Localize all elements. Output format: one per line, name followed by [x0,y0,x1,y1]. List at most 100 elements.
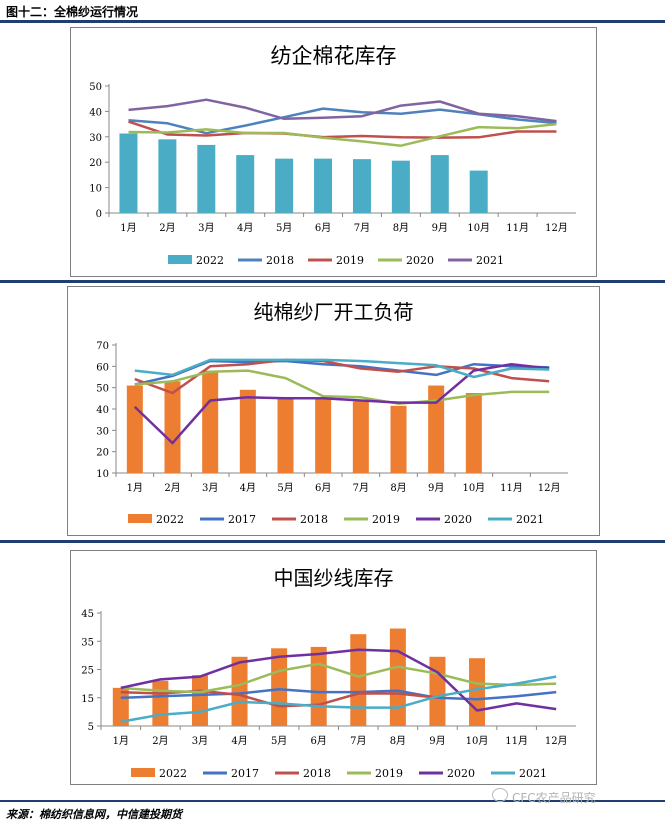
bar-2022 [164,381,181,473]
yarn-inventory-chart: 中国纱线库存 5 15 25 35 45 1月 2月 3月 4月 5月 6月 7月 8月 9月 10月 11月 1… [81,566,576,780]
bar-2022 [119,133,138,213]
y-tick-label: 40 [89,107,102,118]
y-tick-label: 30 [89,133,102,144]
x-tick-label: 11月 [505,735,528,747]
x-tick-label: 12月 [545,735,568,747]
x-tick-label: 12月 [538,482,561,494]
series-line-2019 [128,120,557,139]
bar-2022 [314,158,333,213]
bar-2022 [191,675,208,726]
x-tick-label: 4月 [237,222,253,234]
watermark-text: CFC农产品研究 [512,791,596,805]
bar-2022 [428,385,445,473]
cotton-inventory-chart: 纺企棉花库存 0 10 20 30 40 50 1月 2月 3月 4月 5月 6月 7月 8月 9月 10月 11… [89,44,576,267]
y-tick-label: 5 [88,722,94,733]
chart-title: 中国纱线库存 [274,566,394,590]
legend-label-2021: 2021 [519,767,547,780]
bar-2022 [126,385,143,473]
bar-2022 [202,370,219,473]
bar-2022 [469,170,488,213]
x-tick-label: 7月 [350,735,366,747]
chart-title: 纯棉纱厂开工负荷 [254,300,414,324]
x-tick-label: 11月 [506,222,529,234]
bar-2022 [231,656,248,726]
x-tick-label: 8月 [390,482,406,494]
x-tick-label: 8月 [393,222,409,234]
x-tick-label: 4月 [240,482,256,494]
x-tick-label: 5月 [276,222,292,234]
chart-title: 纺企棉花库存 [271,44,397,68]
legend-label-2018: 2018 [303,767,331,780]
y-tick-label: 40 [96,405,109,416]
bar-2022 [277,397,294,473]
bar-2022 [465,393,482,473]
y-tick-label: 50 [96,384,109,395]
legend-label-2021: 2021 [476,254,504,267]
bar-2022 [429,656,446,726]
x-tick-label: 10月 [466,735,489,747]
chart-panel-yarn-inventory: 中国纱线库存 5 15 25 35 45 1月 2月 3月 4月 5月 6月 7月 8月 9月 10月 11月 1… [70,550,597,785]
bar-2022 [390,405,407,473]
x-tick-label: 4月 [231,735,247,747]
bar-2022 [430,155,449,213]
legend-label-2020: 2020 [406,254,434,267]
x-tick-label: 3月 [192,735,208,747]
x-tick-label: 6月 [311,735,327,747]
bar-2022 [315,399,332,473]
bar-2022 [197,144,216,213]
x-tick-label: 2月 [152,735,168,747]
bar-2022 [310,646,327,726]
legend-label-2017: 2017 [231,767,259,780]
y-tick-label: 60 [96,362,109,373]
y-tick-label: 10 [96,469,109,480]
x-tick-label: 10月 [462,482,485,494]
mill-operating-rate-chart: 纯棉纱厂开工负荷 10 20 30 40 50 60 70 1月 2月 3月 4月 5月 6月 7月 8月 9月… [96,300,568,526]
series-line-2019 [120,662,557,694]
bottom-rule [0,800,665,802]
legend-label-2018: 2018 [266,254,294,267]
divider-rule-1 [0,280,665,283]
chart-panel-mill-operating-rate: 纯棉纱厂开工负荷 10 20 30 40 50 60 70 1月 2月 3月 4月 5月 6月 7月 8月 9月… [67,286,600,536]
bar-2022 [271,648,288,726]
series-line-2021 [120,675,557,724]
x-tick-label: 2月 [164,482,180,494]
legend-label-2017: 2017 [228,513,256,526]
legend-label-2022: 2022 [196,254,224,267]
x-tick-label: 8月 [390,735,406,747]
legend-label-2020: 2020 [444,513,472,526]
x-tick-label: 5月 [277,482,293,494]
bar-2022 [389,628,406,726]
bar-2022 [350,634,367,726]
x-tick-label: 7月 [353,482,369,494]
bar-2022 [352,159,371,213]
x-tick-label: 12月 [545,222,568,234]
divider-rule-2 [0,540,665,543]
legend-label-2021: 2021 [516,513,544,526]
series-line-2020 [133,362,550,445]
x-tick-label: 3月 [198,222,214,234]
x-tick-label: 3月 [202,482,218,494]
x-tick-label: 5月 [271,735,287,747]
x-tick-label: 9月 [432,222,448,234]
x-tick-label: 1月 [113,735,129,747]
legend-swatch-2022 [128,514,152,523]
series-line-2019 [134,369,550,405]
bar-2022 [236,155,255,213]
x-tick-label: 6月 [315,482,331,494]
bar-2022 [152,680,169,726]
y-tick-label: 20 [96,448,109,459]
series-line-2018 [120,689,438,708]
bar-2022 [352,401,369,473]
series-line-2021 [134,358,550,379]
chart-panel-cotton-inventory: 纺企棉花库存 0 10 20 30 40 50 1月 2月 3月 4月 5月 6月 7月 8月 9月 10月 11… [70,27,597,277]
y-tick-label: 30 [96,426,109,437]
legend-label-2019: 2019 [336,254,364,267]
source-note: 来源：棉纺织信息网，中信建投期货 [6,808,182,821]
x-tick-label: 6月 [315,222,331,234]
bar-2022 [391,160,410,213]
x-tick-label: 10月 [467,222,490,234]
wechat-icon [492,788,508,802]
series-line-2020 [120,648,557,712]
y-tick-label: 70 [96,341,109,352]
x-tick-label: 2月 [159,222,175,234]
